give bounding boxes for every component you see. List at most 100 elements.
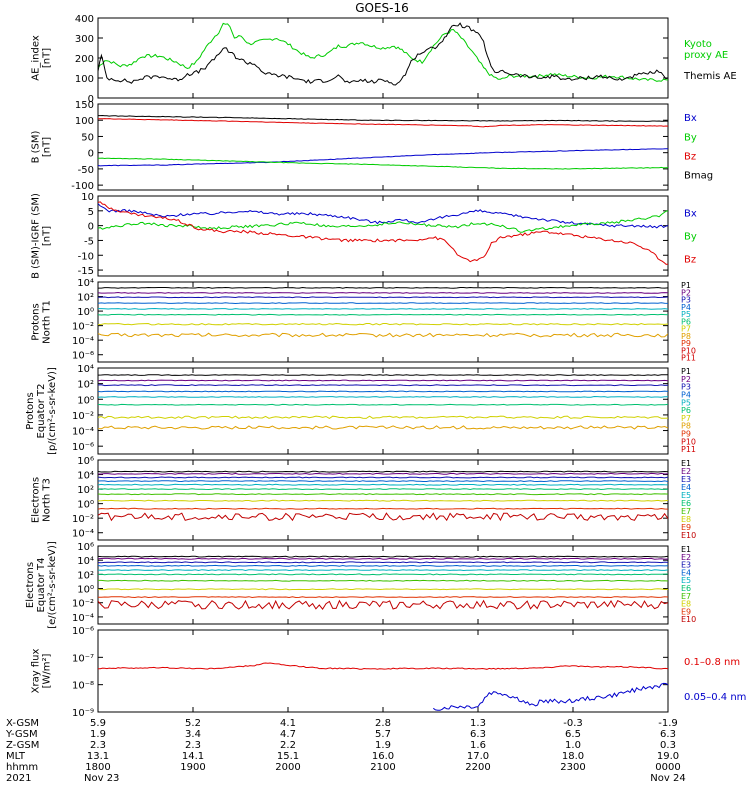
series-line-e2 [98,472,668,475]
legend-entry: Bz [684,254,696,265]
y-tick-label: 10⁻⁹ [72,708,94,719]
y-tick-label: 5 [88,207,94,218]
series-line-kyoto-proxy-ae [98,22,668,82]
axis-cell: 2000 [275,762,300,773]
series-line-e2 [98,557,668,560]
series-line-by [98,157,668,170]
y-axis-label: B (SM)-IGRF (SM) [31,193,42,279]
axis-row-label: Y-GSM [5,729,38,740]
axis-cell: 16.0 [372,751,394,762]
series-line-e8 [98,588,668,591]
legend-entry: Bx [684,113,697,124]
axis-cell: 0000 [655,762,680,773]
axis-cell: 1.3 [470,718,486,729]
y-axis-label: [nT] [42,226,53,246]
series-line-p4 [98,302,668,305]
y-tick-label: 10⁴ [77,278,94,289]
y-tick-label: 10⁶ [77,542,94,553]
series-line-e9 [98,596,668,599]
legend-entry: E9 [681,523,691,532]
axis-cell: 6.3 [660,729,676,740]
legend-entry: proxy AE [684,50,728,61]
axis-row-label: MLT [6,751,26,762]
y-tick-label: 10⁻² [72,411,94,422]
axis-cell: 1.9 [375,740,391,751]
y-tick-label: -5 [84,236,94,247]
y-tick-label: 10⁰ [77,395,94,406]
panel-eequator: 10⁶ 10⁴ 10² 10⁰ 10⁻² 10⁻⁴ Electrons Equator T4[… [25,541,696,629]
y-tick-label: 10² [77,380,94,391]
y-axis-label: Protons [25,392,36,429]
y-axis-label: North T1 [42,300,53,344]
legend-entry: E3 [681,475,691,484]
legend-entry: P11 [681,354,696,363]
series-line-e1 [98,555,668,558]
series-line-p6 [98,313,668,316]
series-line-p1 [98,286,668,289]
y-tick-label: 50 [81,132,94,143]
series-line-e10 [98,512,668,522]
axis-cell: -0.3 [563,718,583,729]
y-tick-label: 10² [77,485,94,496]
axis-cell: 3.4 [185,729,201,740]
series-line-p5 [98,395,668,398]
series-line-e10 [98,599,668,610]
y-tick-label: 10² [77,293,94,304]
legend-entry: P9 [681,430,691,439]
series-line-e3 [98,476,668,479]
panel-frame [97,17,669,99]
legend-entry: E4 [681,483,691,492]
y-tick-label: 10⁻⁴ [72,613,94,624]
axis-cell: 5.9 [90,718,106,729]
series-line-p3 [98,384,668,387]
y-axis-label: [e/(cm²-s-sr-keV)] [47,541,58,629]
series-line-e6 [98,488,668,491]
legend-entry: 0.05–0.4 nm [684,692,746,703]
legend-entry: P1 [681,367,691,376]
series-line-e9 [98,507,668,510]
legend-entry: Kyoto [684,39,712,50]
legend-entry: E2 [681,553,691,562]
series-line-p8 [98,425,668,430]
y-axis-label: Xray flux [31,649,42,694]
legend-entry: 0.1–0.8 nm [684,657,740,668]
series-line-themis-ae [98,22,668,86]
y-tick-label: 10⁰ [77,307,94,318]
series-line-e3 [98,561,668,564]
y-axis-label: [nT] [42,48,53,68]
panel-frame [97,281,669,363]
y-tick-label: 10⁴ [77,556,94,567]
legend-entry: P6 [681,317,691,326]
series-line-e8 [98,499,668,502]
y-tick-label: 10⁶ [77,456,94,467]
y-tick-label: 100 [75,74,94,85]
legend-entry: E5 [681,576,691,585]
y-axis-label: Protons [31,303,42,340]
legend-entry: E10 [681,615,696,624]
axis-cell: 1800 [85,762,110,773]
legend-entry: E6 [681,584,691,593]
axis-cell: 15.1 [277,751,299,762]
series-line-e1 [98,470,668,473]
legend-entry: E5 [681,491,691,500]
legend-entry: Themis AE [683,71,737,82]
y-tick-label: 10⁻⁶ [72,626,94,637]
axis-cell: -1.9 [658,718,678,729]
y-tick-label: 300 [75,34,94,45]
panel-frame [97,545,669,625]
axis-cell: 2100 [370,762,395,773]
series-line-e5 [98,483,668,486]
y-tick-label: 200 [75,54,94,65]
axis-cell: 19.0 [657,751,679,762]
panel-bsm: 150 100 50 0 -50 -100 B (SM) [nT] Bx By Bz Bmag [31,100,714,192]
axis-cell: 2300 [560,762,585,773]
series-line-bz [98,201,668,265]
series-line-p2 [98,291,668,294]
legend-entry: Bz [684,151,696,162]
legend-entry: P10 [681,346,696,355]
legend-entry: P4 [681,390,691,399]
y-axis-label: Equator T4 [36,558,47,613]
y-tick-label: 10⁻⁴ [72,427,94,438]
